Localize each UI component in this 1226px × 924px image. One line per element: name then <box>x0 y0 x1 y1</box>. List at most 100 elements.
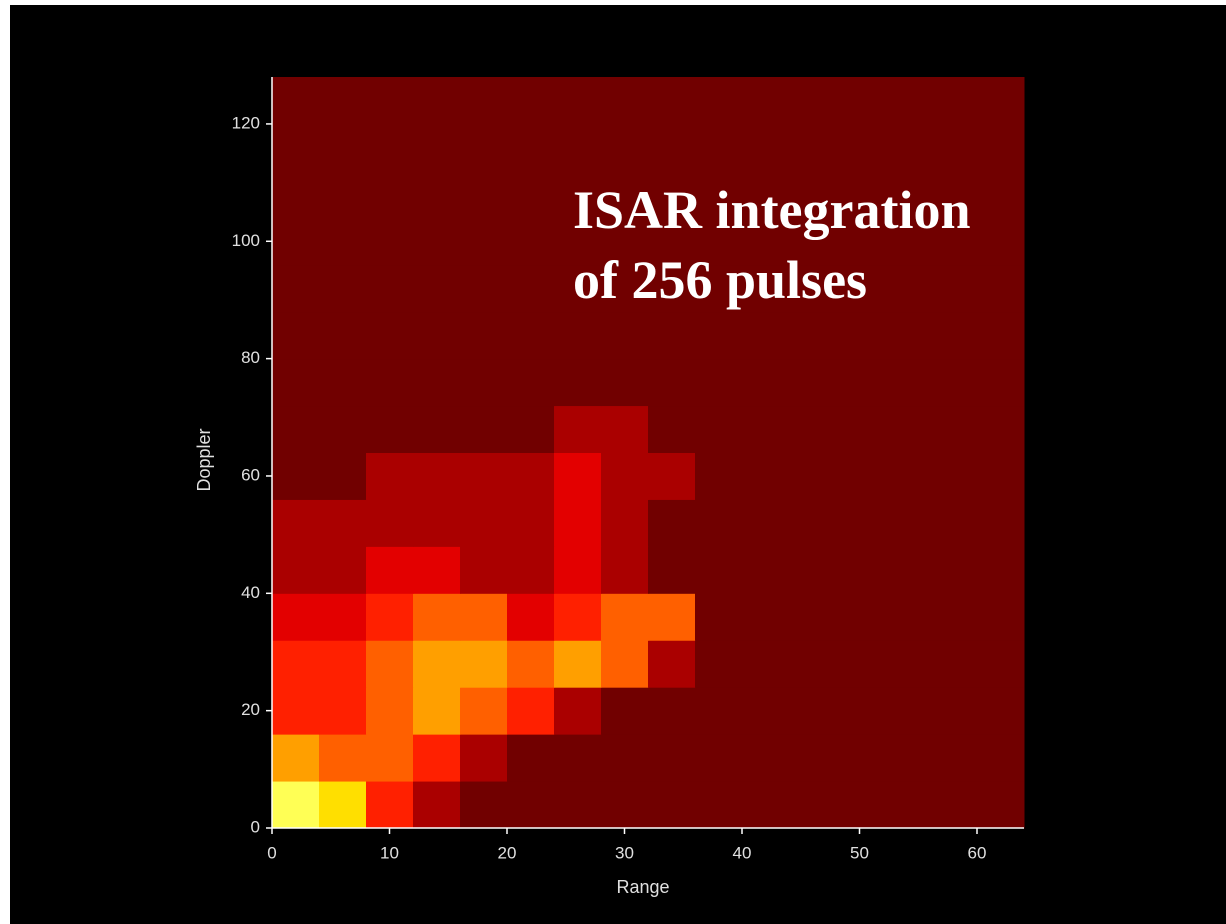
heatmap-cell <box>507 640 555 688</box>
heatmap-cell <box>366 546 414 594</box>
heatmap-cell <box>789 640 837 688</box>
heatmap-cell <box>413 781 461 829</box>
x-tick-label: 20 <box>498 843 517 862</box>
heatmap-cell <box>930 734 978 782</box>
heatmap-cell <box>695 77 743 125</box>
heatmap-cell <box>695 358 743 407</box>
heatmap-cell <box>695 499 743 547</box>
border-left <box>0 0 10 924</box>
heatmap-cell <box>554 640 602 688</box>
heatmap-cell <box>413 77 461 125</box>
heatmap-cell <box>977 781 1025 829</box>
heatmap-cell <box>272 405 320 453</box>
heatmap-cell <box>836 546 884 594</box>
heatmap-cell <box>507 311 555 360</box>
heatmap-cell <box>836 77 884 125</box>
heatmap-cell <box>695 640 743 688</box>
heatmap-cell <box>742 405 790 453</box>
heatmap-cell <box>319 77 367 125</box>
heatmap-cell <box>977 170 1025 219</box>
heatmap-cell <box>930 687 978 735</box>
heatmap-cell <box>554 123 602 172</box>
heatmap-cell <box>836 593 884 641</box>
heatmap-cell <box>930 77 978 125</box>
heatmap-cell <box>366 405 414 453</box>
heatmap-cell <box>977 264 1025 313</box>
heatmap-cell <box>930 781 978 829</box>
heatmap-cell <box>836 405 884 453</box>
heatmap-cell <box>836 687 884 735</box>
heatmap-cell <box>319 123 367 172</box>
heatmap-cell <box>460 499 508 547</box>
heatmap-cell <box>554 499 602 547</box>
annotation: ISAR integration <box>573 180 971 240</box>
heatmap-cell <box>366 734 414 782</box>
heatmap-cell <box>366 593 414 641</box>
heatmap-cell <box>507 170 555 219</box>
heatmap-cell <box>648 123 696 172</box>
heatmap-cell <box>554 264 602 313</box>
heatmap-cell <box>601 452 649 500</box>
heatmap-cell <box>272 77 320 125</box>
x-tick-label: 30 <box>615 843 634 862</box>
heatmap-cell <box>930 452 978 500</box>
y-tick-label: 60 <box>241 465 260 484</box>
heatmap-cell <box>789 499 837 547</box>
heatmap-cell <box>977 499 1025 547</box>
heatmap-cell <box>272 687 320 735</box>
heatmap-cell <box>883 170 931 219</box>
heatmap-cell <box>883 640 931 688</box>
heatmap-cell <box>836 217 884 266</box>
heatmap-cell <box>507 687 555 735</box>
heatmap-cell <box>554 77 602 125</box>
heatmap-cell <box>836 311 884 360</box>
heatmap-cell <box>601 217 649 266</box>
heatmap-cell <box>413 264 461 313</box>
heatmap-cell <box>883 781 931 829</box>
y-tick-label: 80 <box>241 348 260 367</box>
heatmap-cell <box>977 593 1025 641</box>
heatmap-cell <box>648 170 696 219</box>
heatmap-cell <box>460 593 508 641</box>
heatmap-cell <box>742 734 790 782</box>
heatmap-cell <box>695 781 743 829</box>
heatmap-cell <box>789 593 837 641</box>
heatmap-cell <box>366 452 414 500</box>
heatmap-cell <box>460 123 508 172</box>
heatmap-cell <box>648 734 696 782</box>
heatmap-cell <box>507 123 555 172</box>
heatmap <box>272 77 1025 829</box>
heatmap-cell <box>789 217 837 266</box>
heatmap-cell <box>836 734 884 782</box>
heatmap-cell <box>742 77 790 125</box>
heatmap-cell <box>601 170 649 219</box>
heatmap-cell <box>977 123 1025 172</box>
heatmap-cell <box>930 123 978 172</box>
heatmap-cell <box>319 593 367 641</box>
heatmap-cell <box>507 77 555 125</box>
heatmap-cell <box>460 311 508 360</box>
heatmap-cell <box>742 593 790 641</box>
heatmap-cell <box>554 781 602 829</box>
heatmap-cell <box>319 687 367 735</box>
heatmap-cell <box>319 264 367 313</box>
heatmap-cell <box>883 77 931 125</box>
heatmap-cell <box>601 499 649 547</box>
heatmap-cell <box>742 217 790 266</box>
heatmap-cell <box>648 640 696 688</box>
heatmap-cell <box>695 123 743 172</box>
heatmap-cell <box>601 77 649 125</box>
heatmap-cell <box>601 405 649 453</box>
heatmap-cell <box>460 77 508 125</box>
heatmap-cell <box>460 264 508 313</box>
heatmap-cell <box>789 358 837 407</box>
heatmap-cell <box>977 311 1025 360</box>
heatmap-cell <box>648 593 696 641</box>
x-tick-label: 60 <box>968 843 987 862</box>
heatmap-cell <box>272 123 320 172</box>
x-tick-label: 40 <box>733 843 752 862</box>
x-tick-label: 0 <box>267 843 276 862</box>
heatmap-cell <box>789 311 837 360</box>
heatmap-cell <box>366 217 414 266</box>
heatmap-cell <box>272 734 320 782</box>
